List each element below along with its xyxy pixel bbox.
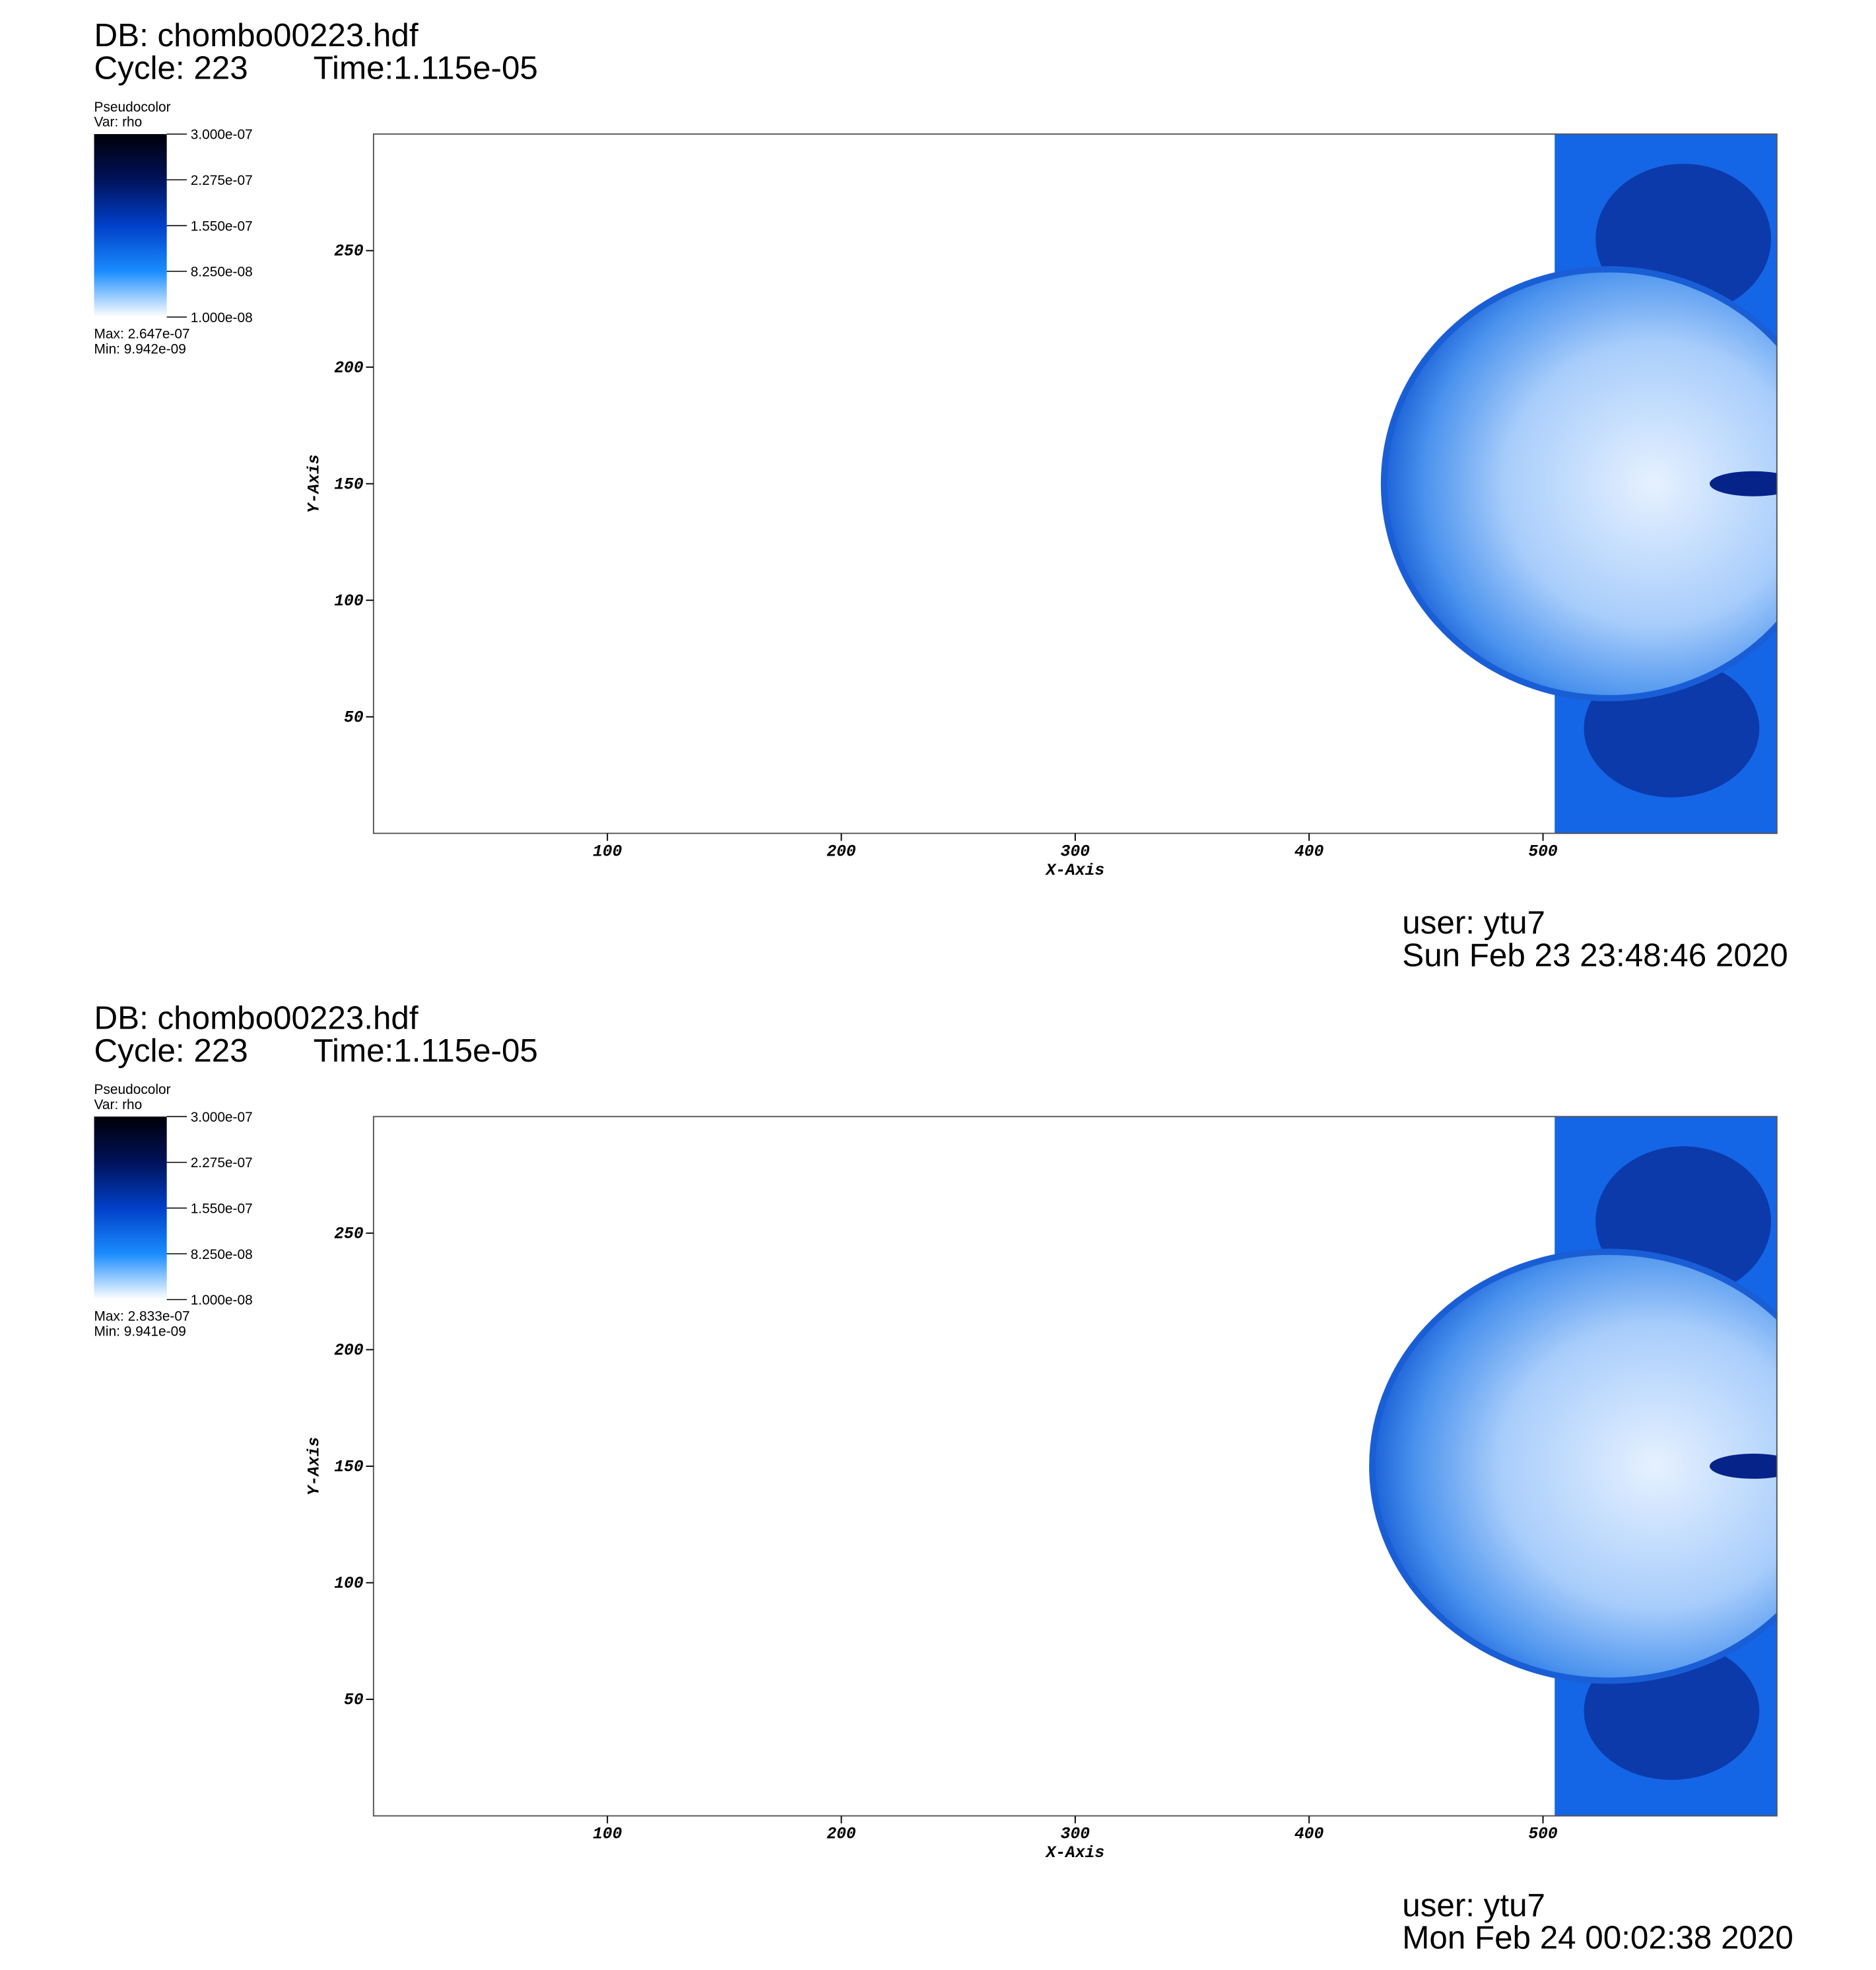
x-tick-label: 400 bbox=[1294, 1825, 1324, 1844]
cycle: Cycle: 223 bbox=[94, 50, 248, 86]
x-tick-label: 500 bbox=[1528, 842, 1558, 861]
x-tick-label: 400 bbox=[1294, 842, 1324, 861]
x-tick-label: 100 bbox=[593, 1825, 622, 1844]
y-tick-label: 150 bbox=[334, 1458, 364, 1477]
time: Time:1.115e-05 bbox=[314, 1033, 538, 1069]
y-axis-title: Y-Axis bbox=[305, 1437, 323, 1496]
jet bbox=[1710, 471, 1777, 496]
y-tick-label: 250 bbox=[334, 242, 364, 261]
jet bbox=[1710, 1453, 1777, 1479]
x-tick-label: 300 bbox=[1061, 842, 1090, 861]
y-tick-label: 150 bbox=[334, 475, 364, 494]
colorbar-label: 2.275e-07 bbox=[191, 1155, 253, 1171]
colorbar-label: 1.000e-08 bbox=[191, 1293, 253, 1308]
y-tick-label: 250 bbox=[334, 1225, 364, 1243]
max-label: Max: 2.647e-07 bbox=[94, 327, 190, 342]
x-axis-title: X-Axis bbox=[1044, 862, 1104, 880]
colorbar-label: 1.550e-07 bbox=[191, 1201, 253, 1216]
y-tick-label: 100 bbox=[334, 592, 364, 611]
y-tick-label: 50 bbox=[344, 708, 364, 727]
colorbar bbox=[94, 1116, 167, 1300]
y-tick-label: 200 bbox=[334, 359, 364, 378]
legend-var: Var: rho bbox=[94, 1097, 143, 1112]
y-tick-label: 200 bbox=[334, 1342, 364, 1360]
colorbar-label: 8.250e-08 bbox=[191, 1247, 253, 1262]
date: Sun Feb 23 23:48:46 2020 bbox=[1402, 937, 1788, 974]
density-field bbox=[1380, 134, 1777, 834]
user: user: ytu7 bbox=[1402, 904, 1545, 941]
x-tick-label: 300 bbox=[1061, 1825, 1090, 1844]
db-name: DB: chombo00223.hdf bbox=[94, 17, 419, 53]
colorbar-label: 1.000e-08 bbox=[191, 310, 253, 325]
time: Time:1.115e-05 bbox=[314, 50, 538, 86]
legend-title: Pseudocolor bbox=[94, 100, 171, 115]
cycle: Cycle: 223 bbox=[94, 1033, 248, 1069]
colorbar-label: 2.275e-07 bbox=[191, 173, 253, 188]
x-axis-title: X-Axis bbox=[1044, 1844, 1104, 1862]
colorbar bbox=[94, 134, 167, 318]
date: Mon Feb 24 00:02:38 2020 bbox=[1402, 1920, 1793, 1956]
colorbar-label: 1.550e-07 bbox=[191, 219, 253, 234]
min-label: Min: 9.941e-09 bbox=[94, 1324, 186, 1340]
y-tick-label: 100 bbox=[334, 1575, 364, 1593]
user: user: ytu7 bbox=[1402, 1887, 1545, 1923]
legend-var: Var: rho bbox=[94, 115, 143, 130]
bubble bbox=[1380, 266, 1777, 702]
x-tick-label: 200 bbox=[826, 1825, 856, 1844]
x-tick-label: 500 bbox=[1528, 1825, 1558, 1844]
density-field bbox=[1369, 1116, 1777, 1816]
db-name: DB: chombo00223.hdf bbox=[94, 1000, 419, 1036]
y-axis-title: Y-Axis bbox=[305, 454, 323, 513]
bubble bbox=[1369, 1248, 1777, 1684]
legend-title: Pseudocolor bbox=[94, 1082, 171, 1097]
colorbar-label: 8.250e-08 bbox=[191, 265, 253, 280]
max-label: Max: 2.833e-07 bbox=[94, 1309, 190, 1324]
x-tick-label: 100 bbox=[593, 842, 622, 861]
colorbar-label: 3.000e-07 bbox=[191, 127, 253, 143]
min-label: Min: 9.942e-09 bbox=[94, 341, 186, 357]
x-tick-label: 200 bbox=[826, 842, 856, 861]
colorbar-label: 3.000e-07 bbox=[191, 1110, 253, 1125]
y-tick-label: 50 bbox=[344, 1691, 364, 1710]
